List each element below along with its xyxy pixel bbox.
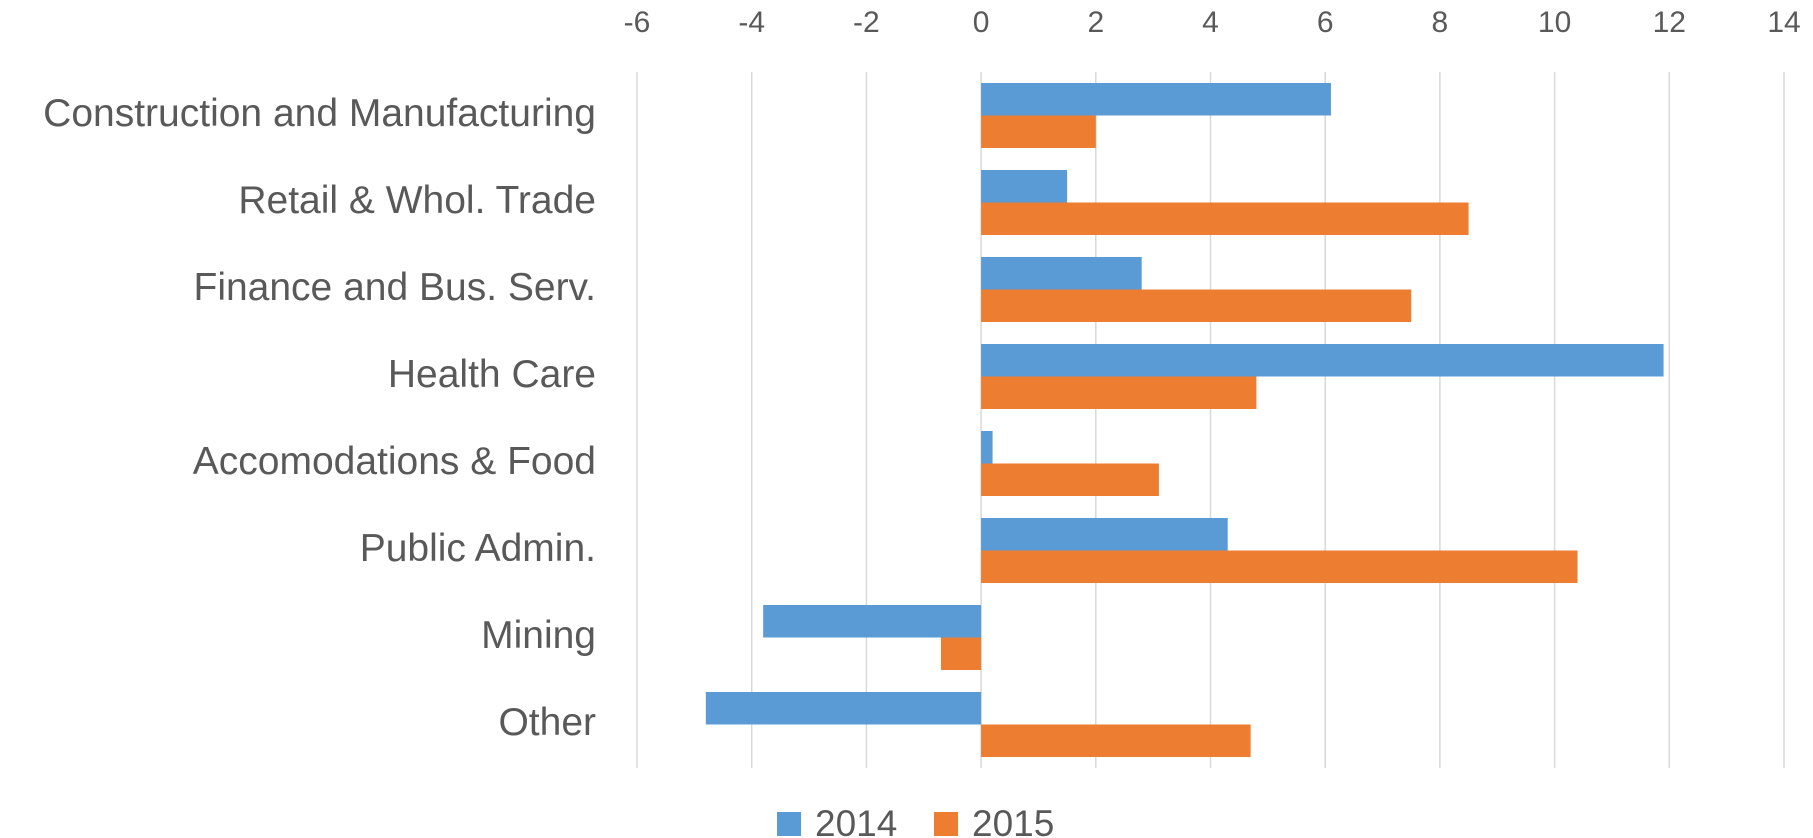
bar: [981, 115, 1096, 148]
bar: [981, 202, 1469, 235]
bar: [981, 344, 1664, 377]
x-tick-label: 8: [1432, 6, 1449, 39]
bar: [763, 605, 982, 638]
y-tick-label: Public Admin.: [360, 527, 596, 570]
y-tick-label: Other: [498, 701, 596, 744]
x-tick-label: 2: [1087, 6, 1104, 39]
x-tick-label: 4: [1202, 6, 1219, 39]
y-tick-label: Accomodations & Food: [193, 440, 596, 483]
y-tick-label: Construction and Manufacturing: [43, 92, 596, 135]
x-tick-label: 10: [1538, 6, 1571, 39]
legend-label: 2015: [972, 803, 1054, 838]
y-tick-label: Retail & Whol. Trade: [238, 179, 596, 222]
x-tick-label: 6: [1317, 6, 1334, 39]
x-tick-label: 0: [973, 6, 990, 39]
x-tick-label: -6: [624, 6, 651, 39]
bar: [981, 376, 1257, 409]
bar: [981, 257, 1142, 290]
x-tick-label: -4: [738, 6, 765, 39]
y-tick-label: Health Care: [388, 353, 596, 396]
y-tick-label: Finance and Bus. Serv.: [194, 266, 597, 309]
bar: [981, 83, 1331, 116]
bar: [981, 518, 1228, 551]
bar: [981, 550, 1578, 583]
bar: [981, 170, 1068, 203]
bar: [705, 692, 982, 725]
legend-swatch: [777, 812, 801, 836]
x-tick-label: 14: [1767, 6, 1800, 39]
bar: [981, 289, 1412, 322]
bar: [981, 431, 993, 464]
bar: [981, 724, 1251, 757]
x-tick-label: 12: [1653, 6, 1686, 39]
legend-swatch: [934, 812, 958, 836]
x-tick-label: -2: [853, 6, 880, 39]
bar: [940, 637, 982, 670]
legend-label: 2014: [815, 803, 897, 838]
bar: [981, 463, 1159, 496]
y-tick-label: Mining: [481, 614, 596, 657]
